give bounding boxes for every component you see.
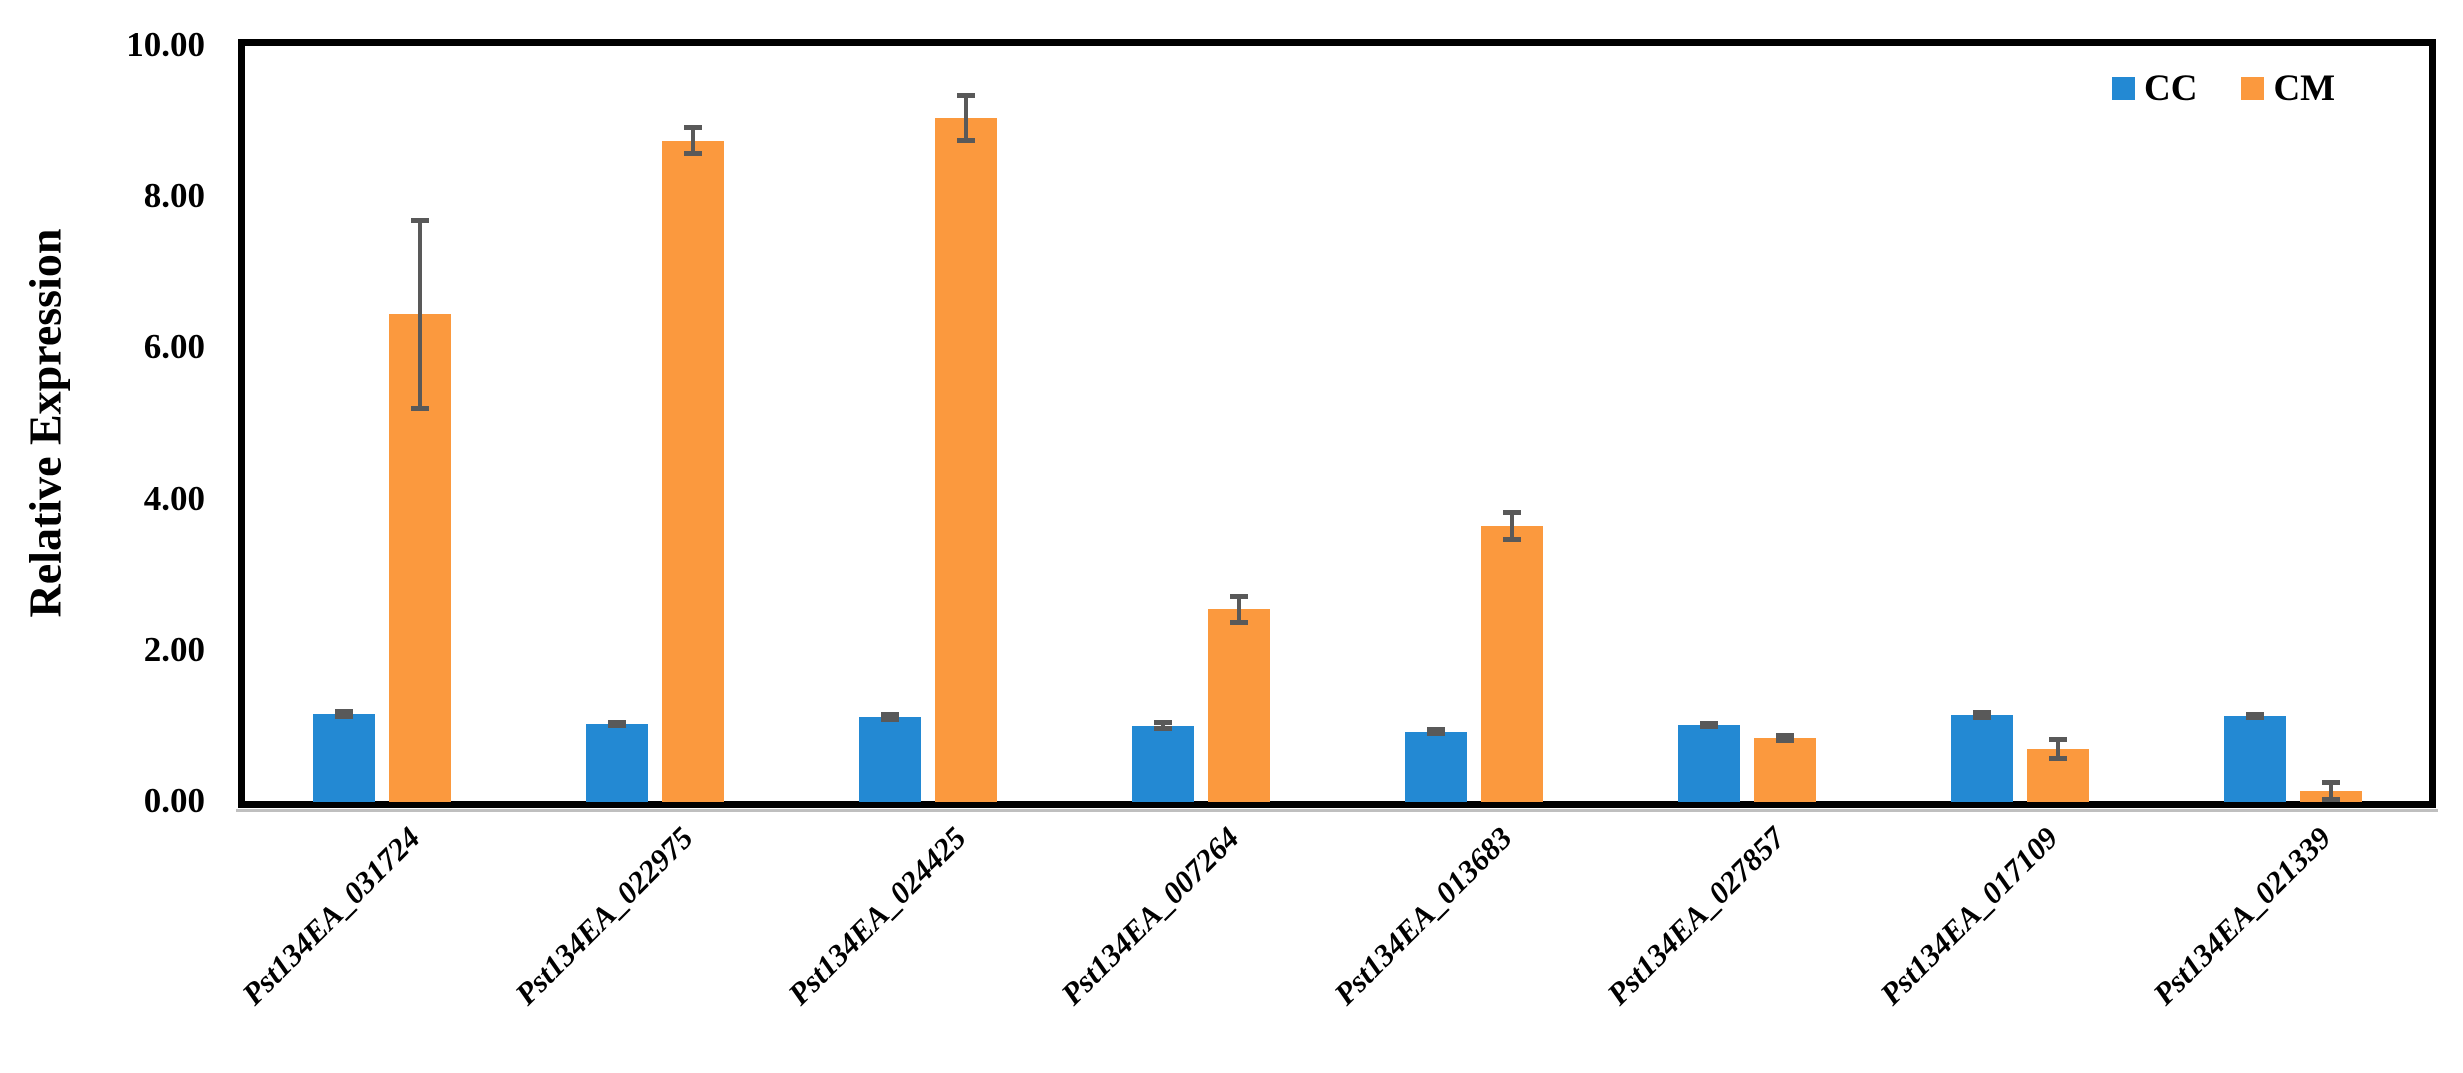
error-bar-cap-bottom	[1775, 737, 1794, 743]
bar-cc-Pst134EA_031724	[312, 713, 375, 802]
error-bar-cap-bottom	[1972, 715, 1991, 721]
legend-label-cc: CC	[2144, 68, 2198, 109]
y-tick-label: 0.00	[143, 781, 205, 821]
bar-cc-Pst134EA_022975	[585, 724, 648, 802]
legend-item-cm: CM	[2241, 70, 2335, 107]
bar-cc-Pst134EA_007264	[1131, 725, 1194, 802]
error-bar-cap-top	[2321, 779, 2340, 785]
error-bar-cm-Pst134EA_013683	[1509, 512, 1514, 540]
bar-cm-Pst134EA_013683	[1480, 526, 1543, 802]
bar-cc-Pst134EA_021339	[2223, 715, 2286, 802]
error-bar-cap-top	[1775, 732, 1794, 738]
error-bar-cc-Pst134EA_024425	[887, 714, 892, 721]
error-bar-cap-bottom	[683, 151, 702, 157]
plot-area-border	[238, 39, 2436, 808]
x-category-label: Pst134EA_021339	[2145, 820, 2338, 1012]
error-bar-cap-top	[2048, 737, 2067, 743]
error-bar-cap-bottom	[1229, 619, 1248, 625]
error-bar-cap-top	[1699, 720, 1718, 726]
error-bar-cm-Pst134EA_017109	[2055, 739, 2060, 759]
error-bar-cap-top	[880, 712, 899, 718]
y-tick-label: 2.00	[143, 629, 205, 669]
x-category-label: Pst134EA_013683	[1326, 820, 1519, 1012]
bar-cm-Pst134EA_007264	[1207, 609, 1270, 802]
bar-cm-Pst134EA_024425	[934, 117, 997, 802]
error-bar-cap-top	[1972, 710, 1991, 716]
y-axis-title: Relative Expression	[19, 228, 71, 618]
y-tick-label: 10.00	[126, 25, 205, 65]
error-bar-cm-Pst134EA_031724	[417, 219, 422, 409]
error-bar-cm-Pst134EA_027857	[1782, 734, 1787, 741]
error-bar-cm-Pst134EA_024425	[963, 95, 968, 141]
x-category-label: Pst134EA_022975	[507, 820, 700, 1012]
error-bar-cc-Pst134EA_017109	[1979, 712, 1984, 719]
error-bar-cap-top	[410, 217, 429, 223]
error-bar-cap-top	[1502, 510, 1521, 516]
error-bar-cap-bottom	[1699, 724, 1718, 730]
bar-cc-Pst134EA_024425	[858, 717, 921, 802]
bar-cc-Pst134EA_027857	[1677, 724, 1740, 802]
error-bar-cap-top	[1153, 719, 1172, 725]
y-tick-label: 6.00	[143, 327, 205, 367]
legend: CC CM	[2112, 70, 2335, 107]
error-bar-cap-bottom	[956, 137, 975, 143]
error-bar-cap-top	[607, 719, 626, 725]
y-tick-label: 4.00	[143, 478, 205, 518]
legend-item-cc: CC	[2112, 70, 2197, 107]
error-bar-cap-bottom	[334, 713, 353, 719]
bar-cc-Pst134EA_013683	[1404, 731, 1467, 802]
error-bar-cap-top	[334, 708, 353, 714]
error-bar-cap-bottom	[880, 717, 899, 723]
error-bar-cap-bottom	[607, 723, 626, 729]
x-category-label: Pst134EA_007264	[1053, 820, 1246, 1012]
legend-label-cm: CM	[2273, 68, 2336, 109]
error-bar-cm-Pst134EA_007264	[1236, 595, 1241, 623]
error-bar-cap-bottom	[2245, 715, 2264, 721]
error-bar-cm-Pst134EA_022975	[690, 126, 695, 155]
error-bar-cap-bottom	[410, 405, 429, 411]
error-bar-cc-Pst134EA_031724	[341, 710, 346, 717]
error-bar-cm-Pst134EA_021339	[2328, 781, 2333, 800]
bar-cm-Pst134EA_027857	[1753, 737, 1816, 802]
error-bar-cap-top	[1426, 727, 1445, 733]
x-category-label: Pst134EA_027857	[1599, 820, 1792, 1012]
x-category-label: Pst134EA_017109	[1872, 820, 2065, 1012]
bar-cc-Pst134EA_017109	[1950, 715, 2013, 802]
error-bar-cap-bottom	[1153, 726, 1172, 732]
error-bar-cap-bottom	[2321, 796, 2340, 802]
x-axis-shadow-line	[236, 809, 2438, 812]
error-bar-cap-top	[956, 93, 975, 99]
x-category-label: Pst134EA_024425	[780, 820, 973, 1012]
legend-swatch-cc	[2112, 77, 2135, 100]
error-bar-cc-Pst134EA_007264	[1160, 721, 1165, 730]
error-bar-cap-bottom	[1426, 730, 1445, 736]
x-category-label: Pst134EA_031724	[234, 820, 427, 1012]
y-tick-label: 8.00	[143, 176, 205, 216]
error-bar-cap-top	[2245, 711, 2264, 717]
error-bar-cap-top	[1229, 593, 1248, 599]
error-bar-cap-bottom	[2048, 755, 2067, 761]
bar-cm-Pst134EA_022975	[661, 140, 724, 802]
error-bar-cap-top	[683, 124, 702, 130]
error-bar-cap-bottom	[1502, 536, 1521, 542]
legend-swatch-cm	[2241, 77, 2265, 100]
